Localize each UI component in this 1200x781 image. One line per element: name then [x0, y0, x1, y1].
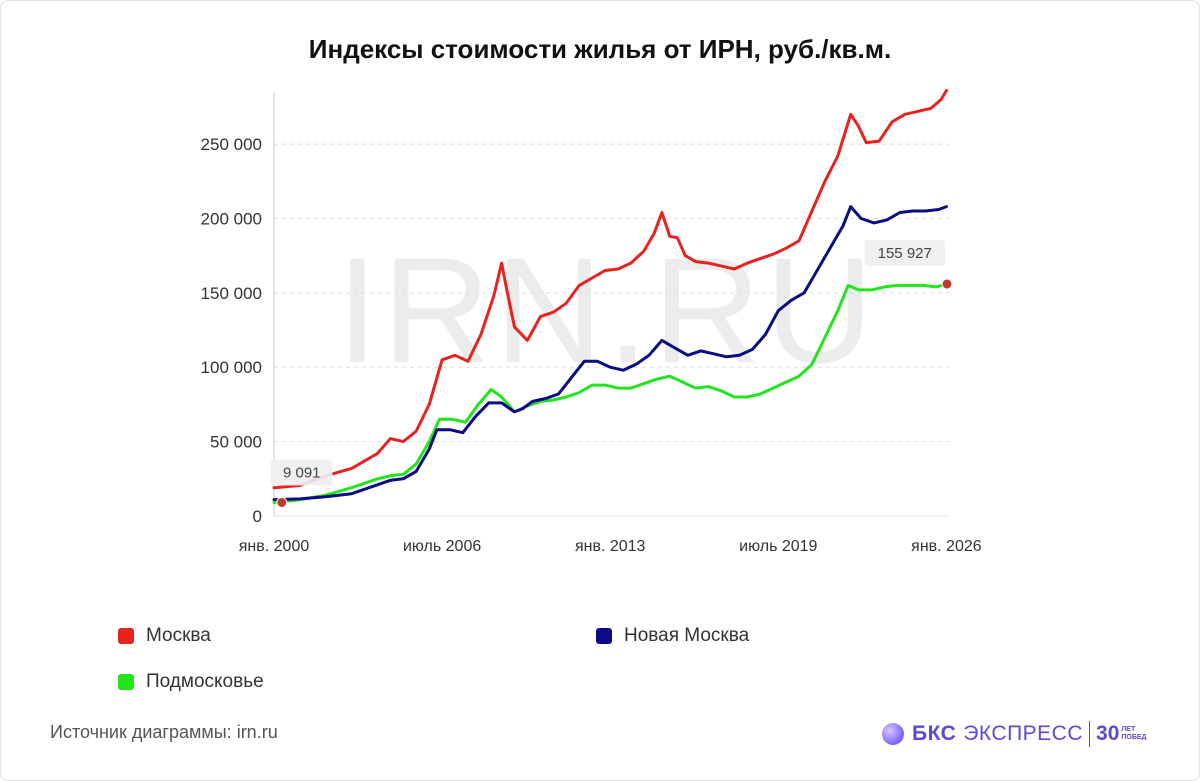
line-chart: IRN.RU 0 50 000 100 000 150 000 200 000 250 0… — [201, 89, 982, 555]
brand-anniversary-caption: ЛЕТ ПОБЕД — [1121, 726, 1146, 742]
x-tick-label: янв. 2013 — [575, 538, 646, 555]
x-tick-label: июль 2006 — [403, 538, 481, 555]
brand-divider — [1089, 721, 1091, 747]
brand-anniversary-line1: ЛЕТ — [1121, 726, 1136, 733]
legend-label-new-moscow: Новая Москва — [624, 625, 750, 646]
brand-name-bold: БКС — [912, 722, 957, 745]
brand-anniversary-line2: ПОБЕД — [1121, 734, 1147, 741]
annotation-box — [271, 459, 333, 486]
y-tick-label: 250 000 — [201, 135, 262, 154]
chart-title: Индексы стоимости жилья от ИРН, руб./кв.… — [308, 34, 892, 64]
annotation-layer: 9 091 155 927 — [271, 240, 953, 508]
y-tick-label: 100 000 — [201, 358, 262, 377]
legend-swatch-moscow-region — [118, 674, 134, 690]
annotation-marker — [276, 496, 288, 508]
y-tick-label: 150 000 — [201, 284, 262, 303]
annotation-box — [864, 240, 945, 267]
x-tick-label: июль 2019 — [739, 538, 817, 555]
legend-swatch-moscow — [118, 628, 134, 644]
x-tick-label: янв. 2000 — [239, 538, 310, 555]
y-tick-label: 50 000 — [210, 433, 262, 452]
axis-layer: 0 50 000 100 000 150 000 200 000 250 000 янв. … — [201, 92, 982, 555]
brand-anniversary: 30 — [1096, 722, 1120, 745]
brand-logo: БКС ЭКСПРЕСС 30 ЛЕТ ПОБЕД — [882, 717, 1147, 751]
x-tick-label: янв. 2026 — [911, 538, 982, 555]
brand-orb-icon — [882, 723, 904, 745]
series-line-new-moscow[interactable] — [272, 205, 948, 502]
series-line-moscow[interactable] — [272, 89, 948, 490]
annotation-label: 155 927 — [878, 245, 932, 262]
y-tick-label: 0 — [253, 507, 262, 526]
annotation-marker — [941, 278, 953, 290]
series-layer — [272, 89, 948, 504]
source-note: Источник диаграммы: irn.ru — [50, 722, 278, 742]
legend-item-moscow[interactable]: Москва — [118, 624, 211, 648]
y-tick-label: 200 000 — [201, 209, 262, 228]
series-line-moscow-region[interactable] — [272, 282, 948, 504]
annotation-label: 9 091 — [283, 464, 321, 481]
brand-name-rest: ЭКСПРЕСС — [963, 722, 1084, 745]
watermark: IRN.RU — [337, 226, 878, 394]
legend-swatch-new-moscow — [596, 628, 612, 644]
legend-label-moscow: Москва — [146, 625, 211, 646]
legend-item-new-moscow[interactable]: Новая Москва — [596, 624, 749, 648]
legend-label-moscow-region: Подмосковье — [146, 671, 264, 692]
legend-item-moscow-region[interactable]: Подмосковье — [118, 670, 264, 694]
